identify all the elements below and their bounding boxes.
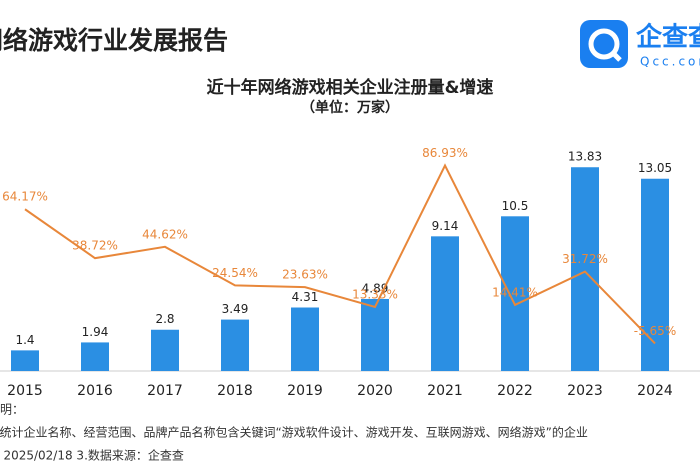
note: 说明：	[0, 402, 24, 417]
bar	[151, 329, 179, 371]
line-label: 86.93%	[422, 146, 468, 160]
bar-label: 1.4	[15, 333, 34, 347]
bar	[501, 216, 529, 371]
bar-label: 10.5	[502, 199, 529, 213]
chart-title: 近十年网络游戏相关企业注册量&增速	[207, 77, 494, 98]
x-tick-label: 2024	[637, 383, 673, 399]
logo-icon	[580, 20, 628, 68]
bar	[11, 350, 39, 371]
bar	[81, 342, 109, 371]
line-label: 64.17%	[2, 190, 48, 204]
logo-ring	[588, 28, 620, 60]
bar	[571, 167, 599, 371]
logo-handle	[610, 50, 622, 62]
x-tick-label: 2018	[217, 383, 253, 399]
x-tick-label: 2016	[77, 383, 113, 399]
logo-name: 企查查	[636, 22, 700, 53]
x-tick-label: 2021	[427, 383, 463, 399]
bar	[221, 319, 249, 371]
line-label: 31.72%	[562, 252, 608, 266]
growth-line	[24, 163, 656, 345]
chart-subtitle: （单位：万家）	[301, 99, 399, 116]
bar-label: 2.8	[155, 312, 174, 326]
bar	[641, 178, 669, 371]
bar-label: 4.31	[292, 290, 319, 304]
line-label: -5.65%	[634, 324, 676, 338]
line-label: 24.54%	[212, 266, 258, 280]
line-label: 38.72%	[72, 239, 118, 253]
line-label: 13.33%	[352, 287, 398, 301]
x-tick-label: 2019	[287, 383, 323, 399]
bar-label: 13.83	[568, 150, 602, 164]
bar	[361, 298, 389, 371]
bar-label: 13.05	[638, 161, 672, 175]
x-tick-label: 2020	[357, 383, 393, 399]
note: 2.数据时间：2025/02/18 3.数据来源：企查查	[0, 448, 184, 463]
bar-label: 3.49	[222, 302, 249, 316]
bar	[291, 307, 319, 371]
bar-label: 1.94	[82, 325, 109, 339]
bar-label: 9.14	[432, 219, 459, 233]
line-label: 23.63%	[282, 268, 328, 282]
x-tick-label: 2017	[147, 383, 183, 399]
x-tick-label: 2023	[567, 383, 603, 399]
logo-domain: Qcc.com	[640, 55, 700, 69]
line-label: 44.62%	[142, 227, 188, 241]
note: 1.统计企业名称、经营范围、品牌产品名称包含关键词“游戏软件设计、游戏开发、互联…	[0, 425, 588, 440]
report-title: 网络游戏行业发展报告	[0, 26, 228, 55]
x-tick-label: 2022	[497, 383, 533, 399]
x-tick-label: 2015	[7, 383, 43, 399]
bar	[431, 236, 459, 371]
line-label: 14.41%	[492, 285, 538, 299]
